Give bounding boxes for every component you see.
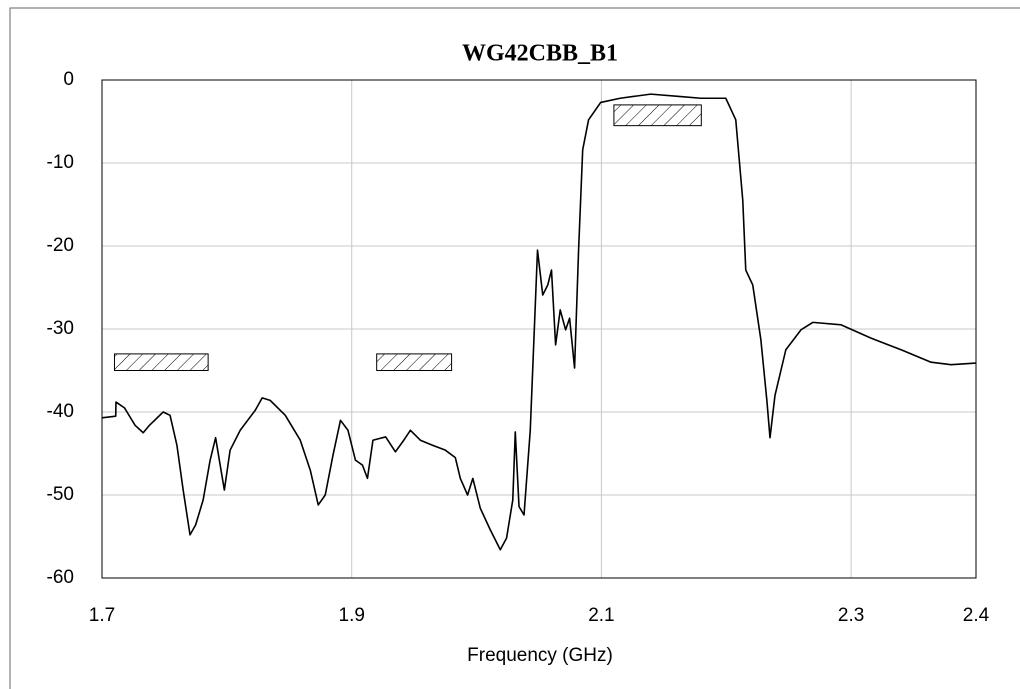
x-tick-label: 2.4 xyxy=(963,605,990,626)
x-tick-label: 1.7 xyxy=(89,605,115,626)
spec-mask xyxy=(376,353,453,371)
plot-frame xyxy=(101,79,977,579)
y-tick-label: -20 xyxy=(47,235,74,256)
y-tick-label: -30 xyxy=(47,318,74,339)
y-tick-label: -10 xyxy=(47,152,74,173)
x-tick-label: 2.1 xyxy=(588,605,614,626)
chart-title: WG42CBB_B1 xyxy=(462,41,618,67)
y-tick-label: -40 xyxy=(47,401,74,422)
x-tick-label: 1.9 xyxy=(339,605,365,626)
y-tick-label: -60 xyxy=(47,567,74,588)
data-line xyxy=(101,93,977,551)
y-tick-label: -50 xyxy=(47,484,74,505)
spec-mask xyxy=(113,353,209,371)
x-axis-label: Frequency (GHz) xyxy=(467,645,613,666)
spec-mask xyxy=(613,104,702,127)
outer-frame xyxy=(9,7,1020,689)
x-tick-label: 2.3 xyxy=(838,605,864,626)
y-tick-label: 0 xyxy=(63,69,74,90)
